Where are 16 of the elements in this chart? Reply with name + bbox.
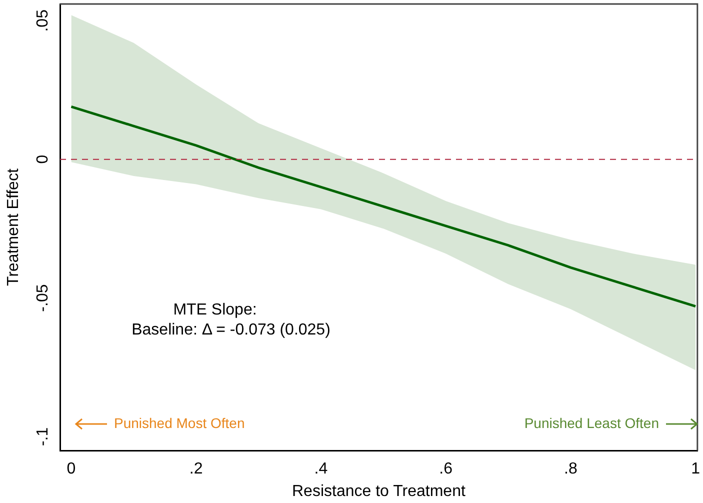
y-axis-title: Treatment Effect bbox=[5, 168, 22, 286]
x-tick-label: .2 bbox=[189, 460, 203, 478]
x-tick-label: 1 bbox=[691, 460, 700, 478]
x-axis-title: Resistance to Treatment bbox=[292, 482, 466, 500]
annotation: Punished Least Often bbox=[524, 414, 659, 431]
y-tick-label: -.05 bbox=[34, 284, 52, 312]
annotation: MTE Slope: bbox=[173, 301, 257, 318]
y-tick-label: -.1 bbox=[34, 427, 52, 446]
x-tick-label: .4 bbox=[314, 460, 328, 478]
x-tick-label: .8 bbox=[564, 460, 578, 478]
annotation: Baseline: Δ = -0.073 (0.025) bbox=[132, 321, 330, 338]
y-tick-label: .05 bbox=[34, 9, 52, 32]
x-tick-label: 0 bbox=[66, 460, 76, 478]
y-tick-label: 0 bbox=[34, 154, 52, 164]
annotation: Punished Most Often bbox=[114, 414, 245, 431]
x-tick-label: .6 bbox=[439, 460, 453, 478]
